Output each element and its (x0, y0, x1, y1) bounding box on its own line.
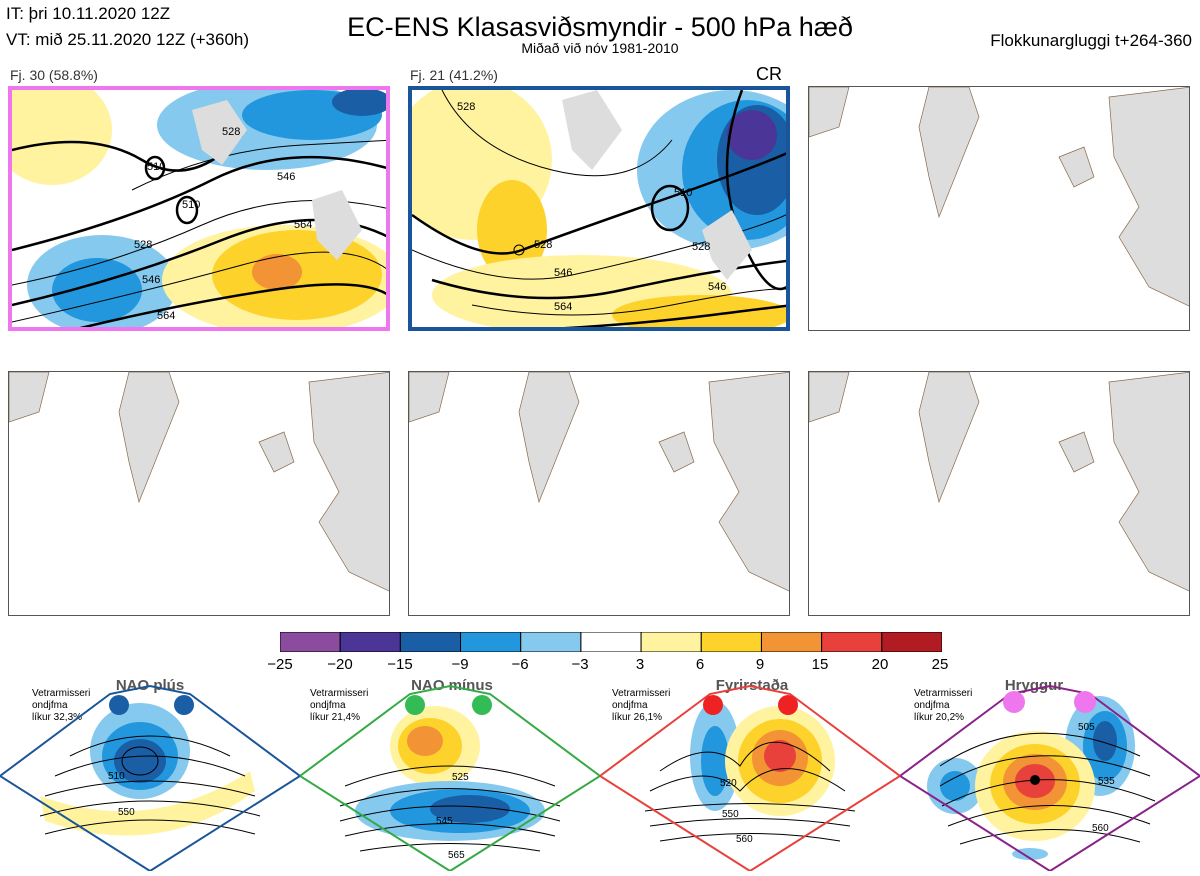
cluster-2-regime-tag: CR (756, 64, 782, 84)
colorbar-tick: −20 (327, 656, 353, 673)
regime-4-map: 505 535 560 (898, 676, 1200, 873)
colorbar-swatch (760, 631, 823, 653)
regime-2-contour-label: 565 (448, 850, 465, 861)
colorbar-tick: −3 (571, 656, 589, 673)
cluster-2-contour-label: 528 (692, 241, 710, 253)
colorbar-tick: 6 (695, 656, 705, 673)
regime-note-line: Vetrarmisseri (310, 688, 369, 699)
cluster-2-contour-label: 528 (534, 239, 552, 251)
regime-1-map: 510 550 (0, 676, 302, 873)
colorbar-swatch (580, 631, 642, 653)
regime-3-contour-label: 550 (722, 809, 739, 820)
cluster-2-label: Fj. 21 (41.2%) (410, 67, 498, 83)
colorbar-tick: 25 (931, 656, 949, 673)
regime-1-note: Vetrarmisseri ondjfma líkur 32,3% (32, 688, 112, 724)
colorbar-tick: −9 (451, 656, 469, 673)
regime-1-contour-label: 550 (118, 807, 135, 818)
colorbar-swatch (399, 631, 462, 653)
regime-3-contour-label: 520 (720, 778, 737, 789)
regime-3-dot (703, 695, 723, 715)
cluster-1-contour-label: 546 (277, 171, 295, 183)
colorbar-tick: 9 (755, 656, 765, 673)
page-subtitle: Miðað við nóv 1981-2010 (521, 40, 679, 56)
cluster-2-map: 528 510 528 546 564 528 546 (408, 86, 790, 331)
cluster-1-contour-label: 528 (134, 239, 152, 251)
empty-cluster-map (408, 371, 790, 616)
cluster-2-contour-label: 564 (554, 301, 572, 313)
cluster-1-contour-label: 564 (157, 310, 175, 322)
colorbar-swatch (460, 631, 522, 653)
cluster-1-contour-label: 564 (294, 219, 312, 231)
cluster-1-contour-label: 528 (222, 126, 240, 138)
cluster-2-contour-label: 510 (674, 187, 692, 199)
regime-3-contour-label: 560 (736, 834, 753, 845)
regime-1-contour-label: 510 (108, 771, 125, 782)
cluster-1-contour-label: 510 (147, 161, 165, 173)
colorbar-swatch (640, 631, 702, 653)
regime-note-line: líkur 20,2% (914, 712, 965, 723)
regime-4-title: Hryggur (1004, 677, 1064, 694)
regime-3-dot (778, 695, 798, 715)
regime-note-line: líkur 21,4% (310, 712, 361, 723)
regime-2-dot (472, 695, 492, 715)
colorbar-swatch (821, 631, 883, 653)
colorbar-tick: −25 (267, 656, 293, 673)
cluster-2-contour-label: 528 (457, 101, 475, 113)
regime-note-line: Vetrarmisseri (914, 688, 973, 699)
cluster-2-contour-label: 546 (708, 281, 726, 293)
empty-cluster-map (8, 371, 390, 616)
colorbar-swatch (520, 631, 582, 653)
valid-time: VT: mið 25.11.2020 12Z (+360h) (6, 30, 250, 49)
colorbar (279, 631, 943, 653)
window-label: Flokkunargluggi t+264-360 (990, 31, 1192, 50)
regime-2-note: Vetrarmisseri ondjfma líkur 21,4% (310, 688, 390, 724)
regime-1-dot (109, 695, 129, 715)
colorbar-swatch (881, 631, 943, 653)
regime-3-note: Vetrarmisseri ondjfma líkur 26,1% (612, 688, 692, 724)
cluster-1-contour-label: 546 (142, 274, 160, 286)
regime-2-dot (405, 695, 425, 715)
regime-2-map: 525 545 565 (298, 676, 602, 873)
regime-4-contour-label: 505 (1078, 722, 1095, 733)
regime-note-line: líkur 26,1% (612, 712, 663, 723)
init-time: IT: þri 10.11.2020 12Z (6, 4, 171, 23)
colorbar-swatch (279, 631, 341, 653)
colorbar-tick: 15 (811, 656, 829, 673)
colorbar-swatches (279, 631, 943, 653)
regime-4-dot (1074, 691, 1096, 713)
colorbar-tick: 20 (871, 656, 889, 673)
regime-3-map: 520 550 560 (598, 676, 902, 873)
regime-note-line: ondjfma (612, 700, 648, 711)
empty-cluster-map (808, 371, 1190, 616)
regime-2-contour-label: 525 (452, 772, 469, 783)
page-title: EC-ENS Klasasviðsmyndir - 500 hPa hæð (347, 12, 853, 42)
cluster-2-contour-label: 546 (554, 267, 572, 279)
regime-4-note: Vetrarmisseri ondjfma líkur 20,2% (914, 688, 994, 724)
colorbar-tick: −15 (387, 656, 413, 673)
regime-note-line: ondjfma (32, 700, 68, 711)
regime-2-contour-label: 545 (436, 816, 453, 827)
regime-4-dot (1003, 691, 1025, 713)
empty-cluster-map (808, 86, 1190, 331)
regime-note-line: ondjfma (310, 700, 346, 711)
regime-note-line: Vetrarmisseri (32, 688, 91, 699)
regime-note-line: Vetrarmisseri (612, 688, 671, 699)
regime-note-line: ondjfma (914, 700, 950, 711)
cluster-1-map: 528 510 546 528 564 546 564 510 (8, 86, 390, 331)
cluster-1-label: Fj. 30 (58.8%) (10, 67, 98, 83)
regime-4-contour-label: 535 (1098, 776, 1115, 787)
colorbar-tick: 3 (635, 656, 645, 673)
regime-1-dot (174, 695, 194, 715)
cluster-1-contour-label: 510 (182, 199, 200, 211)
colorbar-tick: −6 (511, 656, 529, 673)
regime-4-contour-label: 560 (1092, 823, 1109, 834)
colorbar-swatch (339, 631, 401, 653)
colorbar-swatch (700, 631, 762, 653)
regime-note-line: líkur 32,3% (32, 712, 83, 723)
